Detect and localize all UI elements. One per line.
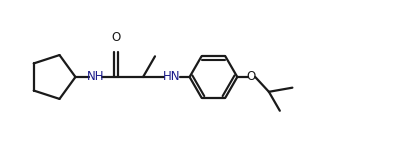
Text: O: O [112,31,120,44]
Text: NH: NH [87,70,104,84]
Text: O: O [247,70,256,84]
Text: HN: HN [163,70,180,84]
